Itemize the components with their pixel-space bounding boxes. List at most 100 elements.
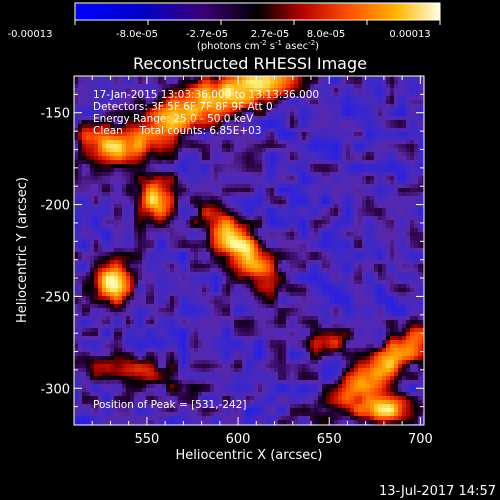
heatmap-cell — [382, 200, 386, 204]
heatmap-cell — [306, 96, 310, 100]
heatmap-cell — [346, 80, 350, 84]
heatmap-cell — [186, 80, 190, 84]
heatmap-cell — [154, 276, 158, 280]
heatmap-cell — [298, 92, 302, 96]
heatmap-cell — [74, 188, 78, 192]
heatmap-cell — [374, 80, 378, 84]
heatmap-cell — [250, 196, 254, 200]
heatmap-cell — [250, 248, 254, 252]
heatmap-cell — [214, 124, 218, 128]
heatmap-cell — [274, 164, 278, 168]
heatmap-cell — [326, 292, 330, 296]
heatmap-cell — [74, 284, 78, 288]
heatmap-cell — [138, 120, 142, 124]
heatmap-cell — [114, 172, 118, 176]
heatmap-cell — [254, 224, 258, 228]
heatmap-cell — [246, 112, 250, 116]
heatmap-cell — [246, 196, 250, 200]
heatmap-cell — [198, 132, 202, 136]
heatmap-cell — [150, 148, 154, 152]
heatmap-cell — [214, 256, 218, 260]
heatmap-cell — [294, 112, 298, 116]
heatmap-cell — [270, 232, 274, 236]
heatmap-cell — [206, 248, 210, 252]
heatmap-cell — [410, 292, 414, 296]
heatmap-cell — [242, 196, 246, 200]
heatmap-cell — [234, 264, 238, 268]
heatmap-cell — [190, 120, 194, 124]
heatmap-cell — [118, 296, 122, 300]
heatmap-cell — [362, 76, 366, 80]
heatmap-cell — [306, 76, 310, 80]
heatmap-cell — [422, 208, 424, 212]
heatmap-cell — [194, 216, 198, 220]
heatmap-cell — [138, 124, 142, 128]
heatmap-cell — [150, 116, 154, 120]
heatmap-cell — [98, 244, 102, 248]
heatmap-cell — [346, 136, 350, 140]
heatmap-cell — [242, 224, 246, 228]
heatmap-cell — [150, 212, 154, 216]
heatmap-cell — [410, 228, 414, 232]
heatmap-cell — [278, 248, 282, 252]
heatmap-cell — [374, 192, 378, 196]
heatmap-cell — [90, 124, 94, 128]
heatmap-cell — [338, 212, 342, 216]
heatmap-cell — [298, 296, 302, 300]
heatmap-cell — [346, 216, 350, 220]
heatmap-cell — [250, 120, 254, 124]
heatmap-cell — [214, 248, 218, 252]
heatmap-cell — [194, 300, 198, 304]
heatmap-cell — [302, 132, 306, 136]
heatmap-cell — [190, 224, 194, 228]
heatmap-cell — [258, 248, 262, 252]
heatmap-cell — [346, 88, 350, 92]
heatmap-cell — [266, 208, 270, 212]
heatmap-cell — [370, 184, 374, 188]
heatmap-cell — [290, 272, 294, 276]
heatmap-cell — [270, 260, 274, 264]
heatmap-cell — [330, 112, 334, 116]
heatmap-cell — [98, 300, 102, 304]
heatmap-cell — [422, 140, 424, 144]
heatmap-cell — [98, 188, 102, 192]
heatmap-cell — [282, 76, 286, 80]
heatmap-cell — [98, 116, 102, 120]
heatmap-cell — [246, 184, 250, 188]
heatmap-cell — [382, 100, 386, 104]
heatmap-cell — [238, 88, 242, 92]
heatmap-cell — [190, 188, 194, 192]
heatmap-cell — [234, 240, 238, 244]
heatmap-cell — [322, 124, 326, 128]
heatmap-cell — [290, 76, 294, 80]
heatmap-cell — [306, 212, 310, 216]
heatmap-cell — [330, 256, 334, 260]
heatmap-cell — [210, 140, 214, 144]
heatmap-cell — [230, 184, 234, 188]
heatmap-cell — [394, 216, 398, 220]
heatmap-cell — [266, 196, 270, 200]
heatmap-cell — [178, 76, 182, 80]
heatmap-cell — [210, 128, 214, 132]
heatmap-cell — [78, 192, 82, 196]
heatmap-cell — [310, 136, 314, 140]
heatmap-cell — [390, 156, 394, 160]
heatmap-cell — [382, 260, 386, 264]
heatmap-cell — [278, 76, 282, 80]
heatmap-cell — [178, 112, 182, 116]
heatmap-cell — [402, 76, 406, 80]
heatmap-cell — [110, 232, 114, 236]
heatmap-cell — [82, 108, 86, 112]
heatmap-cell — [290, 284, 294, 288]
heatmap-cell — [290, 80, 294, 84]
heatmap-cell — [242, 188, 246, 192]
heatmap-cell — [178, 288, 182, 292]
heatmap-cell — [166, 160, 170, 164]
heatmap-cell — [234, 160, 238, 164]
heatmap-cell — [358, 196, 362, 200]
heatmap-cell — [366, 100, 370, 104]
heatmap-cell — [350, 136, 354, 140]
heatmap-cell — [242, 300, 246, 304]
heatmap-cell — [366, 92, 370, 96]
heatmap-cell — [122, 244, 126, 248]
